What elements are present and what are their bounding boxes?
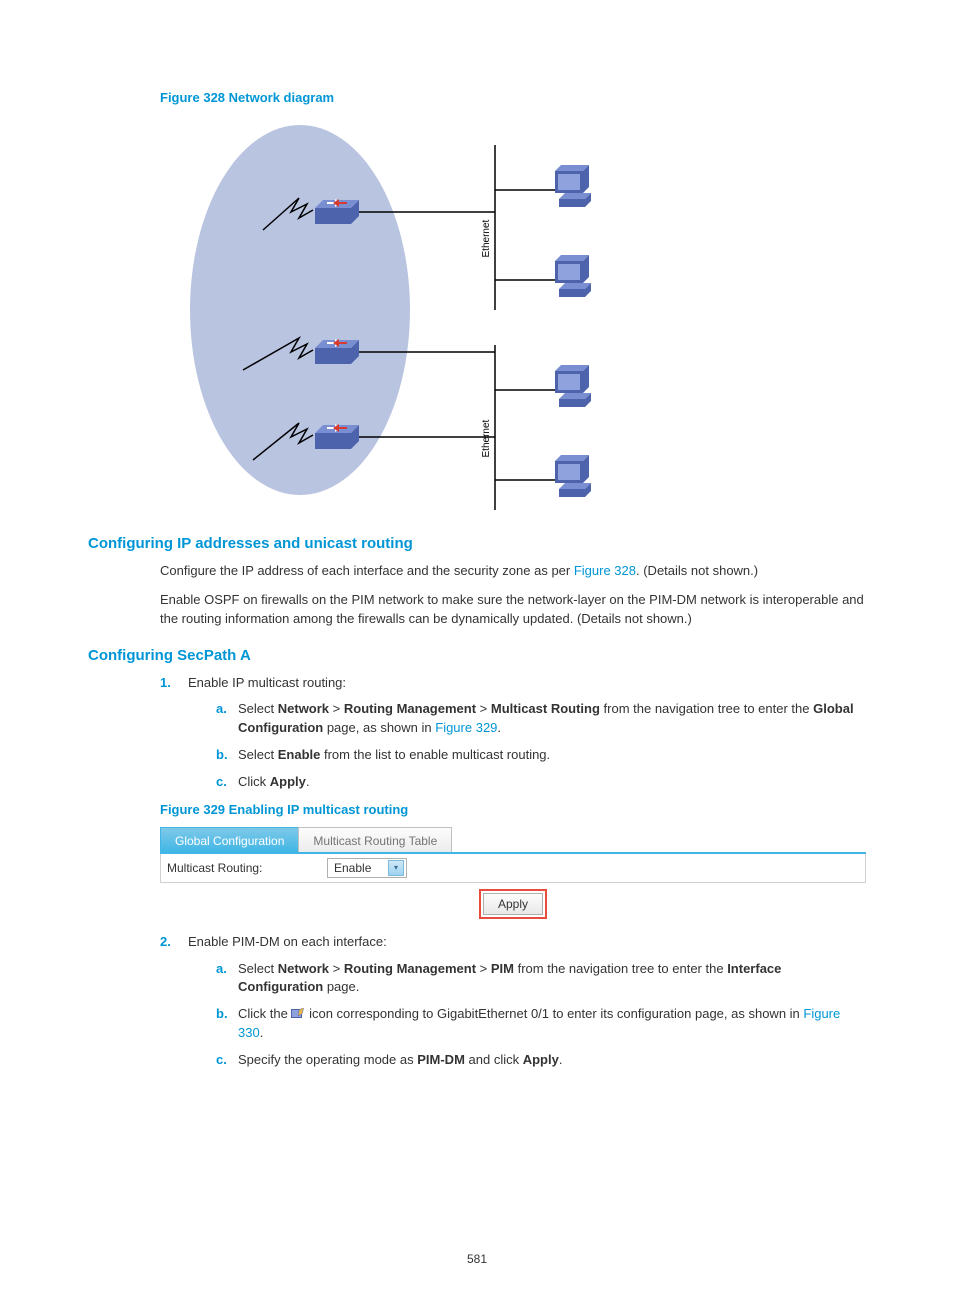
text: > bbox=[476, 701, 491, 716]
bold: Routing Management bbox=[344, 701, 476, 716]
step-1b: b. Select Enable from the list to enable… bbox=[216, 746, 866, 765]
text: . bbox=[260, 1025, 264, 1040]
text: icon corresponding to GigabitEthernet 0/… bbox=[305, 1006, 803, 1021]
text: Click bbox=[238, 774, 270, 789]
page-number: 581 bbox=[0, 1252, 954, 1266]
step-text: Enable PIM-DM on each interface: bbox=[188, 934, 387, 949]
step-text: Enable IP multicast routing: bbox=[188, 675, 346, 690]
step-num: 1. bbox=[160, 674, 171, 693]
step-1c: c. Click Apply. bbox=[216, 773, 866, 792]
text: from the list to enable multicast routin… bbox=[320, 747, 550, 762]
multicast-routing-label: Multicast Routing: bbox=[167, 861, 327, 875]
bold: Multicast Routing bbox=[491, 701, 600, 716]
apply-button[interactable]: Apply bbox=[483, 893, 543, 915]
step-2a: a. Select Network > Routing Management >… bbox=[216, 960, 866, 998]
text: Select bbox=[238, 701, 278, 716]
substep-label: a. bbox=[216, 700, 227, 719]
figure-328-title: Figure 328 Network diagram bbox=[160, 90, 866, 105]
bold: PIM bbox=[491, 961, 514, 976]
step-1a: a. Select Network > Routing Management >… bbox=[216, 700, 866, 738]
text: Select bbox=[238, 961, 278, 976]
step-2b: b. Click the icon corresponding to Gigab… bbox=[216, 1005, 866, 1043]
bold: Apply bbox=[523, 1052, 559, 1067]
step-2: 2. Enable PIM-DM on each interface: a. S… bbox=[160, 933, 866, 1070]
text: Specify the operating mode as bbox=[238, 1052, 417, 1067]
text: . bbox=[497, 720, 501, 735]
text: . (Details not shown.) bbox=[636, 563, 758, 578]
chevron-down-icon: ▾ bbox=[388, 860, 404, 876]
bold: Network bbox=[278, 701, 329, 716]
substep-label: c. bbox=[216, 773, 227, 792]
text: from the navigation tree to enter the bbox=[600, 701, 813, 716]
text: page, as shown in bbox=[323, 720, 435, 735]
multicast-routing-select[interactable]: Enable ▾ bbox=[327, 858, 407, 878]
figure-328-link[interactable]: Figure 328 bbox=[574, 563, 636, 578]
svg-text:Ethernet: Ethernet bbox=[481, 419, 492, 457]
text: Select bbox=[238, 747, 278, 762]
text: Configure the IP address of each interfa… bbox=[160, 563, 574, 578]
bold: Apply bbox=[270, 774, 306, 789]
tab-bar: Global Configuration Multicast Routing T… bbox=[160, 827, 866, 854]
text: > bbox=[329, 701, 344, 716]
tab-global-configuration[interactable]: Global Configuration bbox=[160, 827, 299, 852]
bold: Network bbox=[278, 961, 329, 976]
figure-329-ui: Global Configuration Multicast Routing T… bbox=[160, 827, 866, 915]
section1-p2: Enable OSPF on firewalls on the PIM netw… bbox=[160, 591, 866, 629]
text: from the navigation tree to enter the bbox=[514, 961, 727, 976]
figure-329-title: Figure 329 Enabling IP multicast routing bbox=[160, 802, 866, 817]
substep-label: b. bbox=[216, 746, 228, 765]
bold: Routing Management bbox=[344, 961, 476, 976]
section-config-secpath-title: Configuring SecPath A bbox=[88, 647, 866, 664]
text: Click the bbox=[238, 1006, 291, 1021]
text: and click bbox=[465, 1052, 523, 1067]
text: . bbox=[306, 774, 310, 789]
section1-p1: Configure the IP address of each interfa… bbox=[160, 562, 866, 581]
form-row-multicast-routing: Multicast Routing: Enable ▾ bbox=[160, 854, 866, 883]
text: page. bbox=[323, 979, 359, 994]
step-num: 2. bbox=[160, 933, 171, 952]
substep-label: a. bbox=[216, 960, 227, 979]
substep-label: b. bbox=[216, 1005, 228, 1024]
edit-icon bbox=[291, 1008, 305, 1020]
figure-329-link[interactable]: Figure 329 bbox=[435, 720, 497, 735]
substep-label: c. bbox=[216, 1051, 227, 1070]
text: . bbox=[559, 1052, 563, 1067]
bold: PIM-DM bbox=[417, 1052, 465, 1067]
text: > bbox=[329, 961, 344, 976]
text: > bbox=[476, 961, 491, 976]
tab-multicast-routing-table[interactable]: Multicast Routing Table bbox=[298, 827, 452, 852]
svg-text:Ethernet: Ethernet bbox=[481, 219, 492, 257]
select-value: Enable bbox=[334, 861, 371, 875]
step-2c: c. Specify the operating mode as PIM-DM … bbox=[216, 1051, 866, 1070]
section-config-ip-title: Configuring IP addresses and unicast rou… bbox=[88, 535, 866, 552]
bold: Enable bbox=[278, 747, 321, 762]
step-1: 1. Enable IP multicast routing: a. Selec… bbox=[160, 674, 866, 792]
figure-328-diagram: Ethernet Ethernet bbox=[160, 115, 866, 515]
